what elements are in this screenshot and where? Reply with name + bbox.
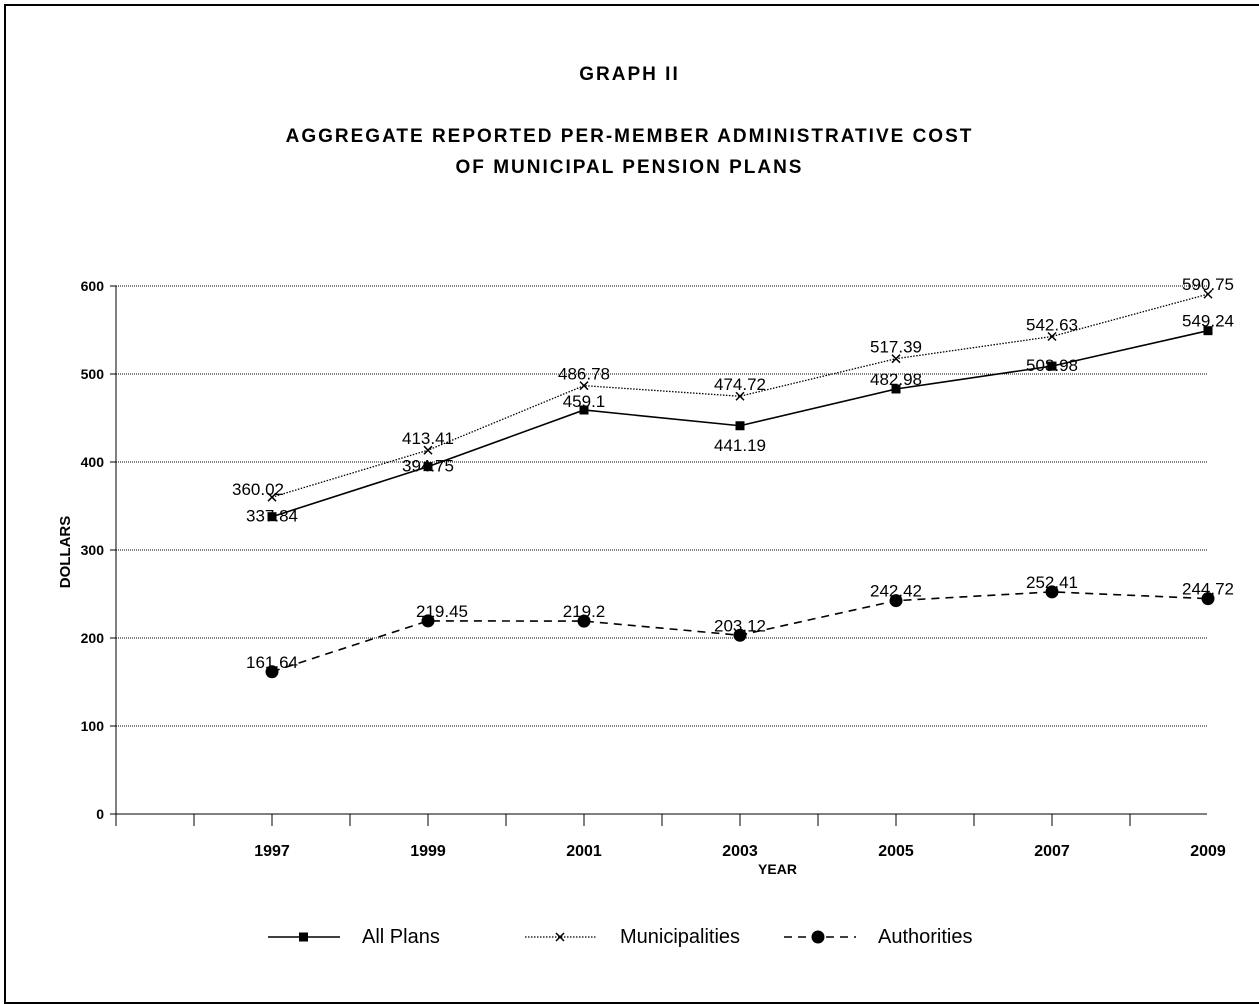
- data-label-all-plans-1997: 337.84: [246, 507, 298, 526]
- y-tick-label-400: 400: [81, 454, 105, 470]
- y-tick-label-0: 0: [96, 806, 104, 822]
- data-label-all-plans-1999: 394.75: [402, 457, 454, 476]
- legend-label-authorities: Authorities: [878, 925, 973, 948]
- data-label-municipalities-2005: 517.39: [870, 338, 922, 357]
- point-municipalities-2003: [735, 391, 745, 401]
- point-authorities-2005: [889, 594, 903, 608]
- x-tick-label-1997: 1997: [254, 843, 290, 860]
- data-label-all-plans-2003: 441.19: [714, 436, 766, 455]
- point-municipalities-1999: [423, 445, 433, 455]
- point-municipalities-1997: [267, 492, 277, 502]
- point-all-plans-2005: [891, 384, 901, 394]
- data-label-all-plans-2007: 508.98: [1026, 356, 1078, 375]
- legend-item-all-plans: All Plans: [268, 922, 440, 952]
- x-tick-label-2009: 2009: [1190, 843, 1226, 860]
- point-all-plans-2001: [579, 405, 589, 415]
- point-all-plans-2003: [735, 421, 745, 431]
- chart-heading: GRAPH II: [579, 64, 680, 85]
- x-axis-title: YEAR: [758, 861, 797, 877]
- data-label-all-plans-2005: 482.98: [870, 370, 922, 389]
- x-tick-label-2005: 2005: [878, 843, 914, 860]
- data-label-municipalities-1999: 413.41: [402, 429, 454, 448]
- y-tick-label-200: 200: [81, 630, 105, 646]
- x-tick-label-2007: 2007: [1034, 843, 1070, 860]
- data-label-all-plans-2009: 549.24: [1182, 312, 1234, 331]
- y-tick-label-500: 500: [81, 366, 105, 382]
- data-label-authorities-1997: 161.64: [246, 653, 298, 672]
- data-label-authorities-2005: 242.42: [870, 582, 922, 601]
- data-label-municipalities-2001: 486.78: [558, 365, 610, 384]
- x-tick-label-2001: 2001: [566, 843, 602, 860]
- data-label-municipalities-2003: 474.72: [714, 375, 766, 394]
- y-tick-label-100: 100: [81, 718, 105, 734]
- data-label-authorities-2007: 252.41: [1026, 573, 1078, 592]
- point-authorities-1999: [421, 614, 435, 628]
- x-tick-label-2003: 2003: [722, 843, 758, 860]
- point-municipalities-2007: [1047, 331, 1057, 342]
- legend-swatch-all-plans: [268, 932, 340, 942]
- point-authorities-2009: [1201, 592, 1215, 606]
- point-all-plans-1999: [423, 462, 433, 472]
- legend-swatch-authorities: [784, 930, 856, 944]
- chart-title-line-1: AGGREGATE REPORTED PER-MEMBER ADMINISTRA…: [285, 126, 974, 147]
- data-label-municipalities-2009: 590.75: [1182, 275, 1234, 294]
- data-label-authorities-1999: 219.45: [416, 602, 468, 621]
- data-label-municipalities-2007: 542.63: [1026, 315, 1078, 334]
- data-label-authorities-2009: 244.72: [1182, 580, 1234, 599]
- legend-item-municipalities: Municipalities: [525, 922, 740, 952]
- x-tick-label-1999: 1999: [410, 843, 446, 860]
- chart-title-line-2: OF MUNICIPAL PENSION PLANS: [455, 157, 804, 178]
- y-tick-label-300: 300: [81, 542, 105, 558]
- point-authorities-2007: [1045, 585, 1059, 599]
- point-authorities-2001: [577, 614, 591, 628]
- point-municipalities-2005: [891, 354, 901, 364]
- point-authorities-2003: [733, 628, 747, 642]
- point-municipalities-2009: [1203, 289, 1213, 299]
- y-tick-label-600: 600: [81, 278, 105, 294]
- point-authorities-1997: [265, 665, 279, 679]
- data-label-municipalities-1997: 360.02: [232, 480, 284, 499]
- legend-swatch-municipalities: [525, 932, 597, 942]
- y-axis-title: DOLLARS: [57, 516, 74, 589]
- chart-legend: All Plans Municipalities Authorities: [0, 922, 1259, 952]
- point-municipalities-2001: [579, 381, 589, 391]
- line-chart: 0 100 200 300 400 500 600 1997 1999 2001 2003 2005 2…: [57, 275, 1234, 877]
- legend-item-authorities: Authorities: [784, 922, 973, 952]
- legend-label-municipalities: Municipalities: [620, 925, 741, 948]
- point-all-plans-2009: [1203, 326, 1213, 336]
- data-label-all-plans-2001: 459.1: [563, 392, 606, 411]
- point-all-plans-2007: [1047, 361, 1057, 371]
- point-all-plans-1997: [267, 512, 277, 522]
- legend-label-all-plans: All Plans: [362, 925, 440, 948]
- data-label-authorities-2003: 203.12: [714, 616, 766, 635]
- data-label-authorities-2001: 219.2: [563, 602, 606, 621]
